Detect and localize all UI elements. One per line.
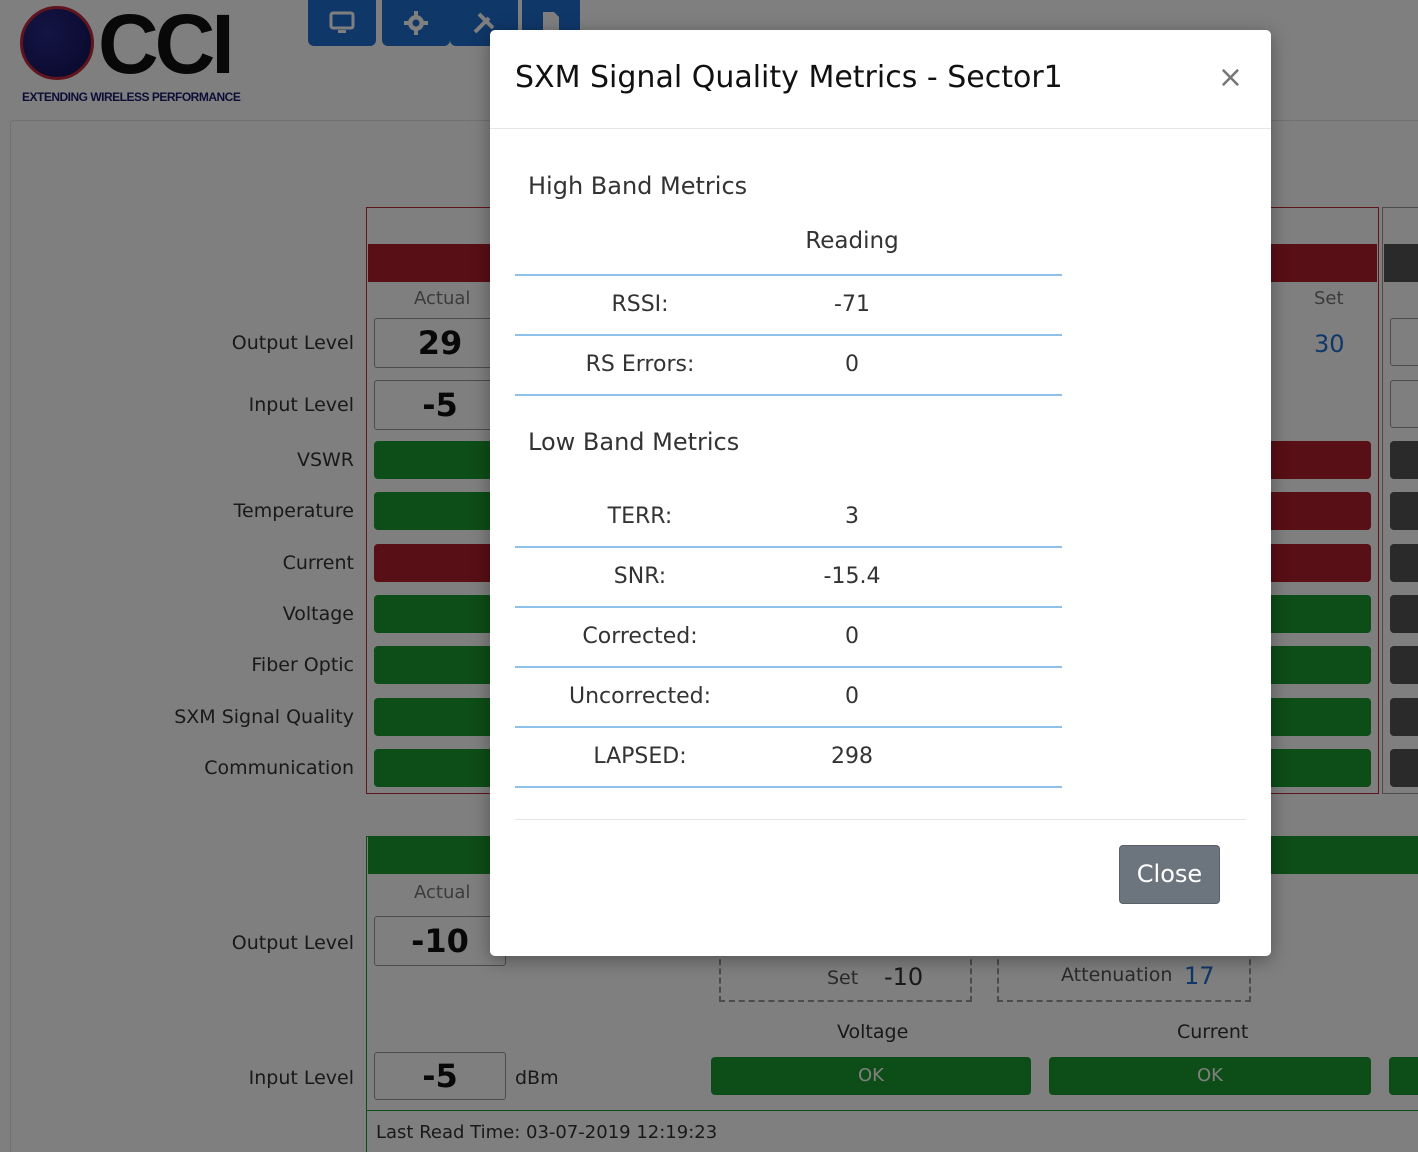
modal-title: SXM Signal Quality Metrics - Sector1 [515, 60, 1063, 95]
metric-value: -15.4 [823, 564, 881, 589]
metric-label: RS Errors: [585, 352, 695, 377]
table-row: TERR: 3 [515, 488, 1062, 548]
modal-header: SXM Signal Quality Metrics - Sector1 × [490, 30, 1271, 129]
metric-label: TERR: [607, 504, 673, 529]
low-band-title: Low Band Metrics [528, 428, 740, 456]
metric-value: -71 [834, 292, 870, 317]
sxm-metrics-modal: SXM Signal Quality Metrics - Sector1 × H… [490, 30, 1271, 956]
close-icon[interactable]: × [1217, 60, 1243, 95]
metric-label: SNR: [613, 564, 667, 589]
metric-label: Corrected: [582, 624, 698, 649]
table-row: Uncorrected: 0 [515, 668, 1062, 728]
metric-value: 3 [845, 504, 859, 529]
table-row: RSSI: -71 [515, 276, 1062, 336]
table-row: Corrected: 0 [515, 608, 1062, 668]
metric-value: 0 [845, 352, 859, 377]
reading-column-header: Reading [805, 228, 899, 254]
close-button[interactable]: Close [1119, 845, 1220, 904]
high-band-table-header: Reading [515, 220, 1062, 276]
modal-footer-divider [515, 819, 1246, 820]
metric-value: 0 [845, 624, 859, 649]
table-row: LAPSED: 298 [515, 728, 1062, 788]
table-row: SNR: -15.4 [515, 548, 1062, 608]
high-band-title: High Band Metrics [528, 172, 748, 200]
high-band-table: Reading RSSI: -71 RS Errors: 0 [515, 220, 1062, 396]
metric-label: RSSI: [611, 292, 669, 317]
metric-label: LAPSED: [593, 744, 687, 769]
metric-value: 298 [831, 744, 873, 769]
metric-value: 0 [845, 684, 859, 709]
metric-label: Uncorrected: [569, 684, 711, 709]
table-row: RS Errors: 0 [515, 336, 1062, 396]
low-band-table: TERR: 3 SNR: -15.4 Corrected: 0 Uncorrec… [515, 488, 1062, 788]
